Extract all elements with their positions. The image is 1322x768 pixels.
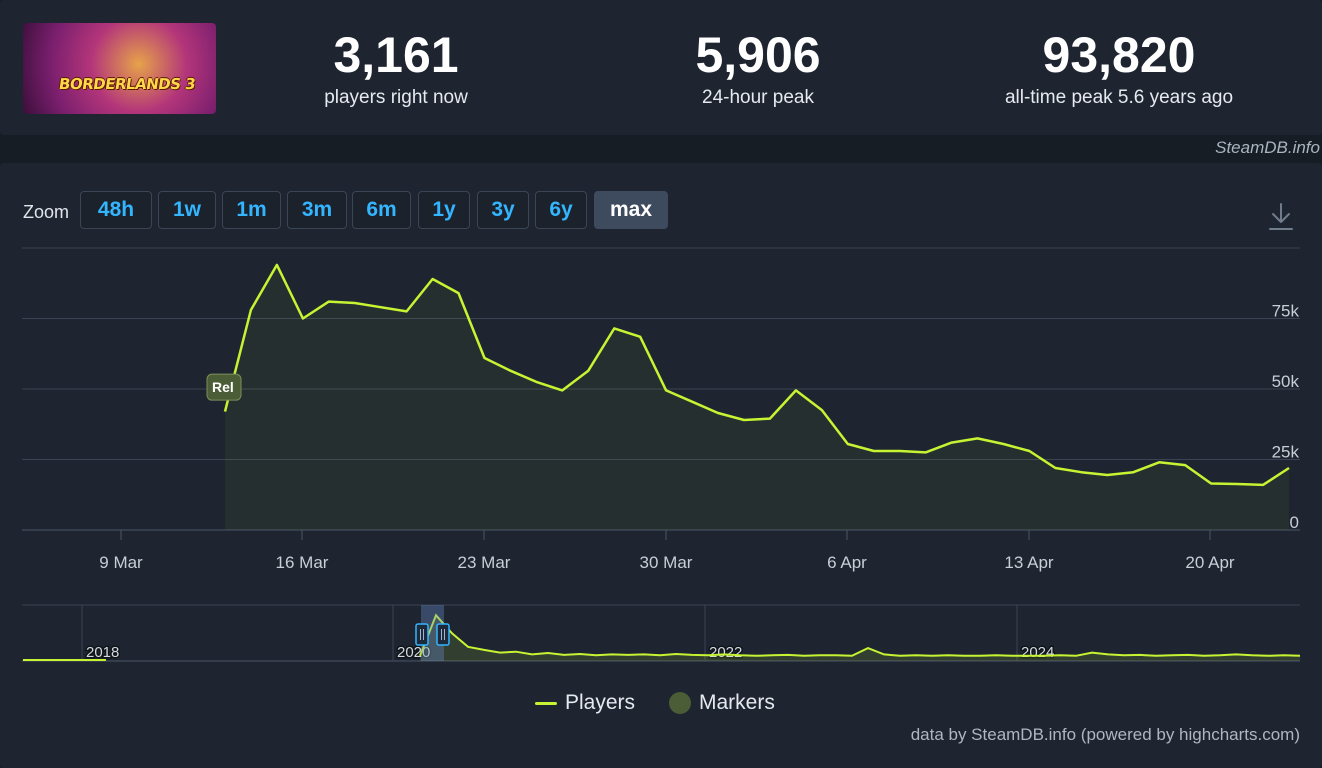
players-point[interactable] [767,416,773,422]
players-point[interactable] [352,300,358,306]
x-axis-tick-label: 20 Apr [1185,553,1234,572]
players-point[interactable] [793,387,799,393]
players-point[interactable] [1078,469,1084,475]
zoom-button-6y[interactable]: 6y [535,191,587,229]
players-point[interactable] [845,441,851,447]
legend-dot-swatch [669,692,691,714]
players-point[interactable] [456,290,462,296]
players-point[interactable] [975,435,981,441]
players-point[interactable] [663,387,669,393]
stat-value: 5,906 [695,27,821,83]
stat-24h-peak: 5,906 24-hour peak [658,28,858,110]
download-icon[interactable] [1267,201,1295,233]
stat-value: 3,161 [333,27,459,83]
stat-label: players right now [324,87,468,108]
players-point[interactable] [637,334,643,340]
zoom-button-48h[interactable]: 48h [80,191,152,229]
zoom-button-1m[interactable]: 1m [222,191,281,229]
navigator-handle-right[interactable] [436,623,450,646]
legend-label: Markers [699,691,775,714]
players-point[interactable] [507,368,513,374]
players-point[interactable] [248,307,254,313]
players-line [223,263,1290,487]
players-point[interactable] [533,379,539,385]
players-point[interactable] [1001,441,1007,447]
players-point[interactable] [1234,481,1240,487]
players-point[interactable] [1208,480,1214,486]
zoom-button-1y[interactable]: 1y [418,191,470,229]
x-axis-tick-label: 13 Apr [1004,553,1053,572]
players-point[interactable] [482,355,488,361]
zoom-button-3y[interactable]: 3y [477,191,529,229]
zoom-button-1w[interactable]: 1w [158,191,216,229]
players-point[interactable] [378,304,384,310]
navigator-year-label: 2018 [86,644,119,661]
y-axis-tick-label: 25k [1272,443,1300,462]
navigator-series [419,613,1301,657]
stat-all-time-peak: 93,820 all-time peak 5.6 years ago [969,28,1269,110]
stat-value: 93,820 [1042,27,1196,83]
steamdb-credit[interactable]: SteamDB.info [1215,138,1320,157]
players-point[interactable] [871,448,877,454]
stat-current-players: 3,161 players right now [296,28,496,110]
players-point[interactable] [404,308,410,314]
players-point[interactable] [559,387,565,393]
chart-credit[interactable]: data by SteamDB.info (powered by highcha… [910,725,1300,744]
zoom-label: Zoom [23,202,70,222]
players-point[interactable] [300,316,306,322]
y-axis-tick-label: 75k [1272,302,1300,321]
y-axis-tick-label: 50k [1272,372,1300,391]
x-axis-tick-label: 9 Mar [99,553,143,572]
players-point[interactable] [819,407,825,413]
legend-line-swatch [535,702,557,705]
stat-label: all-time peak 5.6 years ago [1004,87,1234,108]
players-point[interactable] [1286,465,1292,471]
release-marker[interactable] [206,373,242,401]
players-point[interactable] [1026,448,1032,454]
navigator-handle-left[interactable] [415,623,429,646]
navigator-year-label: 2022 [709,644,742,661]
players-point[interactable] [1156,459,1162,465]
players-point[interactable] [1260,482,1266,488]
players-point[interactable] [326,299,332,305]
x-axis-tick-label: 16 Mar [276,553,329,572]
players-point[interactable] [585,368,591,374]
x-axis-tick-label: 23 Mar [458,553,511,572]
x-axis-tick-label: 6 Apr [827,553,867,572]
players-area [225,264,1289,530]
players-point[interactable] [222,409,228,415]
zoom-button-max[interactable]: max [594,191,668,229]
players-point[interactable] [430,276,436,282]
players-point[interactable] [689,399,695,405]
chart-panel [0,163,1322,768]
players-point[interactable] [274,262,280,268]
players-point[interactable] [949,440,955,446]
x-axis-tick-label: 30 Mar [640,553,693,572]
players-point[interactable] [611,325,617,331]
stats-bar: BORDERLANDS 3 3,161 players right now 5,… [0,0,1322,135]
navigator-selection[interactable] [421,605,444,661]
players-point[interactable] [741,417,747,423]
players-point[interactable] [715,410,721,416]
zoom-button-6m[interactable]: 6m [352,191,411,229]
zoom-button-3m[interactable]: 3m [287,191,347,229]
players-point[interactable] [1052,465,1058,471]
players-point[interactable] [923,449,929,455]
legend-label: Players [565,691,636,714]
players-point[interactable] [897,448,903,454]
release-marker-label: Rel [212,379,234,395]
y-axis-tick-label: 0 [1290,513,1299,532]
players-point[interactable] [1182,462,1188,468]
game-logo[interactable]: BORDERLANDS 3 [23,23,216,114]
players-point[interactable] [1104,472,1110,478]
players-point[interactable] [1130,469,1136,475]
stat-label: 24-hour peak [702,87,814,108]
